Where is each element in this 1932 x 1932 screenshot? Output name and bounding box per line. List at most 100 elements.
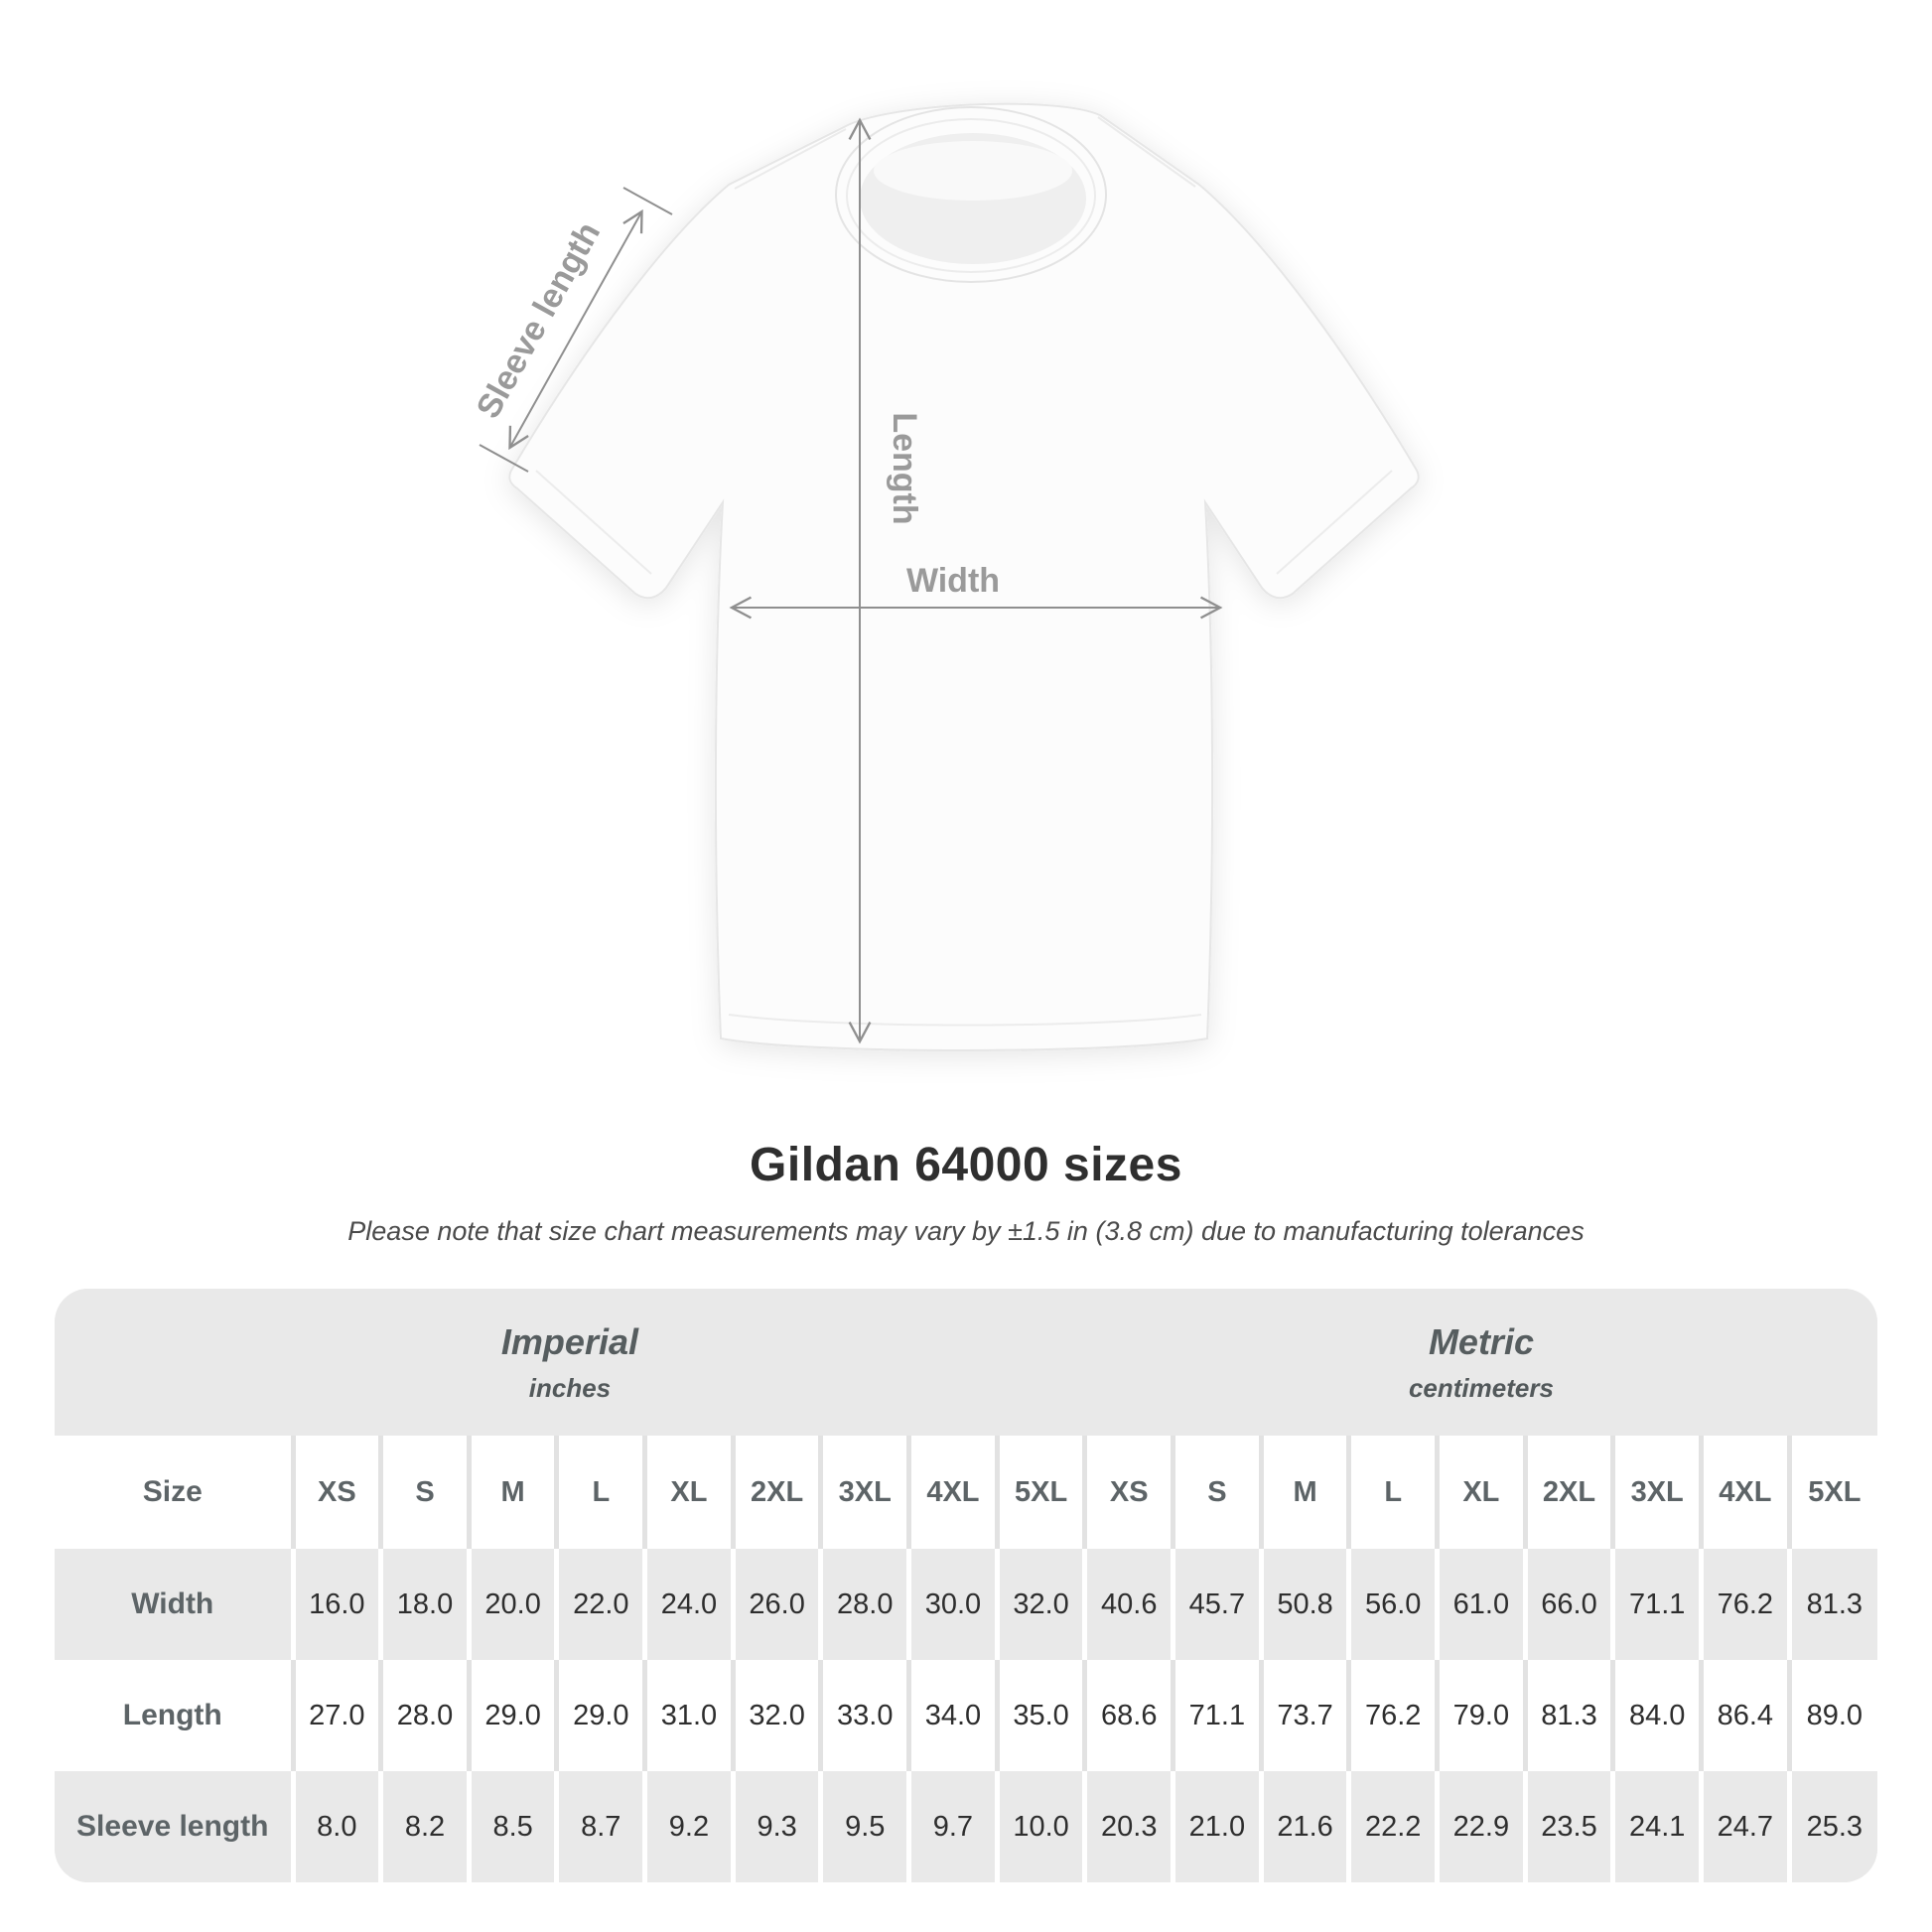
value-cell: 71.1: [1171, 1660, 1262, 1771]
cuff-seam-left: [535, 470, 652, 575]
tshirt-measurement-figure: Sleeve length Length Width: [470, 102, 1420, 1051]
sleeve-arrow: [508, 208, 643, 451]
metric-section-header: Metric centimeters: [1084, 1289, 1877, 1436]
value-cell: 20.3: [1082, 1771, 1173, 1882]
value-cell: 25.3: [1786, 1771, 1877, 1882]
value-cell: 81.3: [1522, 1660, 1613, 1771]
value-cell: 16.0: [290, 1549, 381, 1660]
value-cell: 9.3: [730, 1771, 821, 1882]
value-cell: 8.2: [378, 1771, 470, 1882]
value-cell: 24.1: [1610, 1771, 1702, 1882]
section-header-row: Imperial inches Metric centimeters: [55, 1289, 1877, 1436]
value-cell: 73.7: [1258, 1660, 1349, 1771]
cuff-seam-right: [1276, 470, 1393, 575]
value-cell: 18.0: [378, 1549, 470, 1660]
width-label: Width: [906, 562, 1000, 600]
shoulder-seam-right: [1097, 116, 1196, 188]
value-cell: 24.0: [642, 1549, 734, 1660]
metric-label: Metric: [1428, 1320, 1534, 1362]
value-cell: 9.7: [906, 1771, 998, 1882]
size-header-cell: XS: [1082, 1436, 1173, 1549]
value-cell: 56.0: [1346, 1549, 1438, 1660]
imperial-label: Imperial: [500, 1320, 638, 1362]
value-cell: 71.1: [1610, 1549, 1702, 1660]
value-cell: 24.7: [1699, 1771, 1790, 1882]
value-cell: 61.0: [1435, 1549, 1526, 1660]
value-cell: 8.5: [466, 1771, 557, 1882]
value-cell: 45.7: [1171, 1549, 1262, 1660]
sleeve-end-tick-bottom: [479, 444, 529, 473]
table-row-length: Length 27.0 28.0 29.0 29.0 31.0 32.0 33.…: [55, 1660, 1877, 1771]
table-row-sleeve-length: Sleeve length 8.0 8.2 8.5 8.7 9.2 9.3 9.…: [55, 1771, 1877, 1882]
value-cell: 22.0: [554, 1549, 645, 1660]
value-cell: 27.0: [290, 1660, 381, 1771]
value-cell: 40.6: [1082, 1549, 1173, 1660]
size-header-cell: 4XL: [906, 1436, 998, 1549]
value-cell: 66.0: [1522, 1549, 1613, 1660]
value-cell: 8.7: [554, 1771, 645, 1882]
value-cell: 22.9: [1435, 1771, 1526, 1882]
value-cell: 8.0: [290, 1771, 381, 1882]
value-cell: 21.6: [1258, 1771, 1349, 1882]
value-cell: 35.0: [994, 1660, 1085, 1771]
size-header-cell: XL: [642, 1436, 734, 1549]
size-header-cell: XS: [290, 1436, 381, 1549]
value-cell: 9.2: [642, 1771, 734, 1882]
value-cell: 29.0: [466, 1660, 557, 1771]
collar-back-panel: [874, 141, 1072, 201]
hem-seam: [728, 1014, 1202, 1027]
size-header-cell: M: [466, 1436, 557, 1549]
imperial-unit: inches: [528, 1372, 612, 1403]
value-cell: 32.0: [730, 1660, 821, 1771]
value-cell: 9.5: [818, 1771, 909, 1882]
size-header-cell: XL: [1435, 1436, 1526, 1549]
value-cell: 50.8: [1258, 1549, 1349, 1660]
value-cell: 23.5: [1522, 1771, 1613, 1882]
collar-rib-stitch: [846, 118, 1096, 273]
size-header-cell: 5XL: [994, 1436, 1085, 1549]
value-cell: 84.0: [1610, 1660, 1702, 1771]
size-header-row: Size XS S M L XL 2XL 3XL 4XL 5XL XS S M …: [55, 1436, 1877, 1549]
value-cell: 76.2: [1346, 1660, 1438, 1771]
row-label: Length: [122, 1699, 222, 1731]
size-header-cell: L: [1346, 1436, 1438, 1549]
imperial-section-header: Imperial inches: [55, 1289, 1085, 1436]
metric-unit: centimeters: [1408, 1372, 1554, 1403]
length-label: Length: [886, 412, 923, 524]
value-cell: 22.2: [1346, 1771, 1438, 1882]
value-cell: 86.4: [1699, 1660, 1790, 1771]
size-header-cell: 4XL: [1699, 1436, 1790, 1549]
size-chart-table: Imperial inches Metric centimeters Size …: [55, 1289, 1877, 1882]
value-cell: 68.6: [1082, 1660, 1173, 1771]
sleeve-end-tick-top: [622, 187, 673, 215]
tshirt-body: [508, 102, 1420, 1051]
value-cell: 26.0: [730, 1549, 821, 1660]
size-header-cell: 2XL: [1522, 1436, 1613, 1549]
value-cell: 81.3: [1786, 1549, 1877, 1660]
value-cell: 33.0: [818, 1660, 909, 1771]
size-header-cell: L: [554, 1436, 645, 1549]
tshirt-diagram: Sleeve length Length Width: [470, 102, 1420, 1051]
value-cell: 29.0: [554, 1660, 645, 1771]
size-header-cell: 3XL: [1610, 1436, 1702, 1549]
value-cell: 32.0: [994, 1549, 1085, 1660]
size-column-label: Size: [142, 1475, 203, 1508]
value-cell: 31.0: [642, 1660, 734, 1771]
row-label: Width: [131, 1587, 214, 1620]
size-header-cell: 2XL: [730, 1436, 821, 1549]
value-cell: 76.2: [1699, 1549, 1790, 1660]
value-cell: 28.0: [378, 1660, 470, 1771]
row-label: Sleeve length: [76, 1810, 269, 1843]
size-header-cell: S: [1171, 1436, 1262, 1549]
value-cell: 10.0: [994, 1771, 1085, 1882]
table-row-width: Width 16.0 18.0 20.0 22.0 24.0 26.0 28.0…: [55, 1549, 1877, 1660]
size-header-cell: 5XL: [1786, 1436, 1877, 1549]
value-cell: 34.0: [906, 1660, 998, 1771]
value-cell: 89.0: [1786, 1660, 1877, 1771]
value-cell: 79.0: [1435, 1660, 1526, 1771]
value-cell: 20.0: [466, 1549, 557, 1660]
value-cell: 21.0: [1171, 1771, 1262, 1882]
tolerance-note: Please note that size chart measurements…: [347, 1216, 1585, 1246]
page-title: Gildan 64000 sizes: [750, 1139, 1182, 1191]
